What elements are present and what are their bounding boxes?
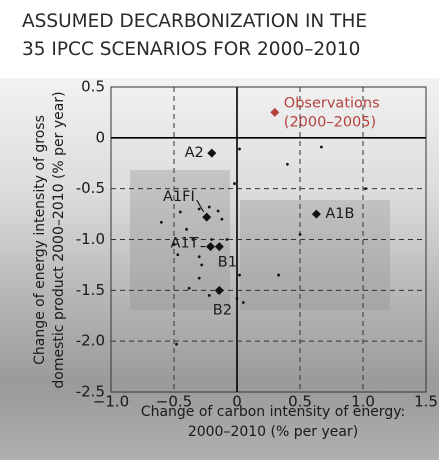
y-axis-label-group: Change of energy intensity of gross dome… — [32, 91, 67, 388]
y-axis-label: Change of energy intensity of gross — [32, 115, 48, 365]
point — [311, 209, 321, 219]
y-tick-label: -2.5 — [76, 383, 105, 401]
point — [270, 107, 280, 117]
point — [238, 147, 241, 151]
y-tick-label: 0.5 — [81, 78, 105, 96]
point — [160, 220, 163, 224]
y-tick-label: -2.0 — [76, 332, 105, 350]
point — [172, 243, 176, 246]
point — [214, 242, 224, 252]
point — [207, 294, 211, 297]
point — [207, 205, 211, 209]
point — [210, 238, 214, 241]
x-tick-label: 0 — [232, 393, 242, 411]
point — [241, 301, 245, 304]
chart-title: ASSUMED DECARBONIZATION IN THE — [22, 11, 367, 32]
point — [200, 263, 204, 267]
point — [207, 148, 217, 158]
point — [235, 297, 239, 300]
point-label: A1T — [171, 236, 199, 252]
x-tick-label: −1.0 — [93, 393, 129, 411]
series-label: Observations — [284, 95, 380, 111]
x-tick-label: −0.5 — [156, 393, 192, 411]
point — [220, 217, 224, 221]
background-building — [240, 200, 390, 310]
point — [225, 238, 229, 241]
point — [298, 233, 302, 236]
point — [238, 273, 241, 277]
point — [216, 209, 220, 213]
point — [214, 285, 224, 295]
point — [202, 212, 212, 222]
y-tick-label: -1.0 — [76, 230, 105, 248]
y-axis-label: domestic product 2000–2010 (% per year) — [51, 91, 67, 388]
point-label: A2 — [185, 145, 204, 161]
point-label: A1B — [325, 206, 354, 222]
point-label: B1 — [218, 255, 237, 271]
point — [233, 182, 236, 185]
y-tick-label: -0.5 — [76, 179, 105, 197]
point — [197, 207, 201, 211]
point — [176, 253, 180, 257]
point — [187, 286, 191, 290]
chart-title: 35 IPCC SCENARIOS FOR 2000–2010 — [22, 39, 360, 60]
x-tick-label: 0.5 — [288, 393, 312, 411]
point — [175, 342, 178, 346]
series-label: (2000–2005) — [284, 114, 376, 130]
point — [320, 145, 323, 149]
point — [206, 242, 216, 252]
point — [197, 276, 201, 280]
x-axis-label: 2000–2010 (% per year) — [188, 424, 358, 440]
point-label: A1FI — [163, 189, 195, 205]
y-tick-label: -1.5 — [76, 281, 105, 299]
x-tick-label: 1.0 — [351, 393, 375, 411]
point-label: B2 — [213, 302, 232, 318]
point — [185, 227, 189, 231]
point — [364, 187, 367, 191]
point — [286, 162, 289, 166]
y-tick-label: 0 — [95, 128, 105, 146]
point — [197, 255, 201, 259]
x-tick-label: 1.5 — [414, 393, 438, 411]
leader-line — [196, 199, 205, 213]
point — [277, 273, 280, 277]
point — [191, 238, 195, 241]
background-photo — [0, 78, 439, 460]
x-axis-label: Change of carbon intensity of energy: — [141, 404, 405, 420]
point — [178, 210, 182, 214]
